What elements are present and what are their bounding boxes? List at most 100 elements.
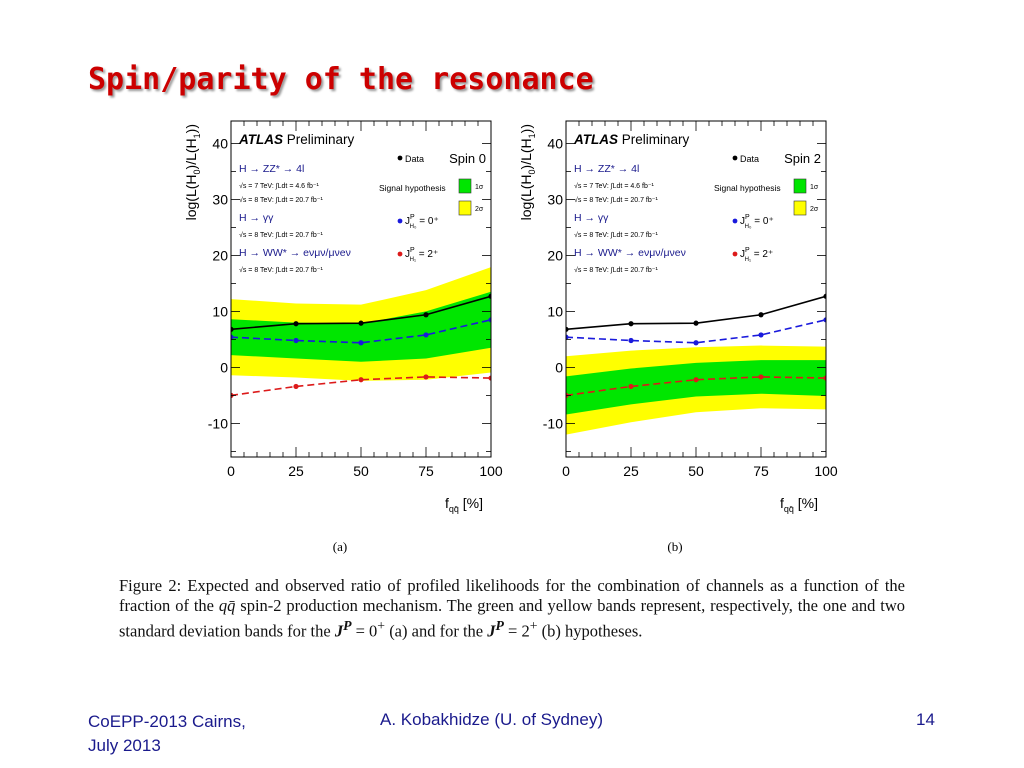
y-tick-label: 0: [220, 359, 228, 375]
channel-name: H → γγ: [239, 212, 274, 224]
x-tick-label: 100: [479, 463, 503, 479]
legend-spin0-sub: H₀: [745, 224, 752, 230]
data-point: [488, 293, 491, 299]
channel-lumi: √s = 7 TeV: ∫Ldt = 4.6 fb⁻¹: [239, 182, 320, 190]
legend-spin2-label: JP H₁ = 2⁺: [405, 247, 438, 263]
legend-spin0-sup: P: [745, 214, 750, 221]
slide-title: Spin/parity of the resonance: [88, 62, 594, 97]
atlas-experiment: ATLAS: [238, 132, 283, 147]
x-tick-label: 0: [227, 463, 235, 479]
legend-one-sigma-swatch: [793, 178, 807, 194]
legend-spin0-j: J: [740, 216, 745, 227]
legend-spin2-val: = 2⁺: [751, 249, 773, 260]
data-point: [758, 374, 764, 380]
data-point: [293, 337, 299, 344]
legend-data-label: Data: [740, 154, 759, 164]
x-axis-label-sub: qq̄: [784, 504, 794, 514]
channel-name: H → ZZ* → 4l: [239, 163, 304, 175]
channel-name: H → ZZ* → 4l: [574, 163, 639, 175]
legend-spin0-val: = 0⁺: [417, 216, 439, 227]
footer-page-number: 14: [916, 710, 935, 729]
spin-label: Spin 2: [784, 151, 821, 166]
plot-area: [566, 293, 826, 435]
legend-spin2-j: J: [405, 249, 410, 260]
legend-spin2-val: = 2⁺: [416, 249, 438, 260]
atlas-preliminary: Preliminary: [618, 132, 690, 147]
atlas-preliminary: Preliminary: [283, 132, 355, 147]
data-point: [758, 312, 764, 318]
caption-plus: +: [377, 618, 386, 633]
y-axis-label-sub: 1: [192, 133, 202, 138]
data-point: [628, 337, 634, 344]
y-tick-label: 40: [212, 135, 228, 151]
x-axis-label-main: f: [445, 495, 449, 511]
data-point: [423, 312, 429, 318]
caption-part: = 0: [351, 621, 378, 641]
legend-two-sigma-swatch: [458, 200, 472, 216]
legend-two-sigma-swatch: [793, 200, 807, 216]
y-tick-label: 20: [547, 247, 563, 263]
y-axis-label-sub: 1: [527, 133, 537, 138]
legend-spin0-val: = 0⁺: [752, 216, 774, 227]
y-tick-label: 10: [212, 303, 228, 319]
atlas-label: ATLAS Preliminary: [573, 132, 690, 147]
one-sigma-band: [231, 291, 491, 362]
legend-two-sigma-label: 2σ: [810, 206, 819, 213]
caption-p: P: [343, 618, 352, 633]
data-point: [693, 340, 699, 346]
x-axis-label: fqq̄ [%]: [780, 495, 818, 514]
legend-spin2-sup: P: [410, 247, 415, 254]
y-tick-label: 10: [547, 303, 563, 319]
y-tick-label: 40: [547, 135, 563, 151]
footer-event-line2: July 2013: [88, 736, 161, 755]
channel-lumi: √s = 8 TeV: ∫Ldt = 20.7 fb⁻¹: [574, 196, 658, 204]
data-point: [423, 332, 429, 338]
legend-spin2-sub: H₁: [745, 257, 751, 263]
data-point: [628, 383, 634, 390]
legend-spin0-j: J: [405, 216, 410, 227]
panel-sublabel: (b): [667, 539, 682, 554]
caption-part: (b) hypotheses.: [537, 621, 643, 641]
figure-caption: Figure 2: Expected and observed ratio of…: [119, 576, 905, 642]
data-point: [693, 320, 699, 326]
legend-two-sigma-label: 2σ: [475, 206, 484, 213]
footer-author: A. Kobakhidze (U. of Sydney): [380, 710, 604, 729]
data-point: [231, 334, 234, 340]
plot-area: [231, 267, 491, 398]
y-tick-label: -10: [208, 415, 228, 431]
legend-signal-label: Signal hypothesis: [714, 183, 781, 193]
footer-event-line1: CoEPP-2013 Cairns,: [88, 712, 246, 731]
legend-spin0-label: JP H₀ = 0⁺: [740, 214, 774, 230]
x-axis-label-main: f: [780, 495, 784, 511]
y-tick-label: 30: [212, 191, 228, 207]
x-tick-label: 50: [688, 463, 704, 479]
x-tick-label: 25: [623, 463, 639, 479]
legend-data-marker: [397, 155, 403, 161]
channel-lumi: √s = 8 TeV: ∫Ldt = 20.7 fb⁻¹: [574, 266, 658, 274]
x-tick-label: 75: [753, 463, 769, 479]
legend-spin2-marker: [397, 251, 403, 257]
y-axis-label-part: log(L(H: [183, 174, 199, 220]
x-axis-label-sub: qq̄: [449, 504, 459, 514]
y-axis-label-sub: 0: [527, 169, 537, 174]
x-axis-label-unit: [%]: [794, 495, 818, 511]
y-tick-label: -10: [543, 415, 563, 431]
data-point: [488, 375, 491, 381]
legend-signal-label: Signal hypothesis: [379, 183, 446, 193]
channel-name: H → WW* → eνμν/μνeν: [574, 247, 686, 259]
x-tick-label: 50: [353, 463, 369, 479]
caption-p: P: [495, 618, 504, 633]
y-axis-label-part: )/L(H: [183, 138, 199, 169]
channel-name: H → γγ: [574, 212, 609, 224]
channel-lumi: √s = 8 TeV: ∫Ldt = 20.7 fb⁻¹: [239, 266, 323, 274]
data-point: [358, 340, 364, 346]
legend-spin0-marker: [397, 218, 403, 224]
y-axis-label: log(L(H0)/L(H1)): [518, 124, 537, 220]
x-tick-label: 25: [288, 463, 304, 479]
data-point: [758, 332, 764, 338]
data-point: [693, 377, 699, 383]
data-point: [823, 293, 826, 299]
